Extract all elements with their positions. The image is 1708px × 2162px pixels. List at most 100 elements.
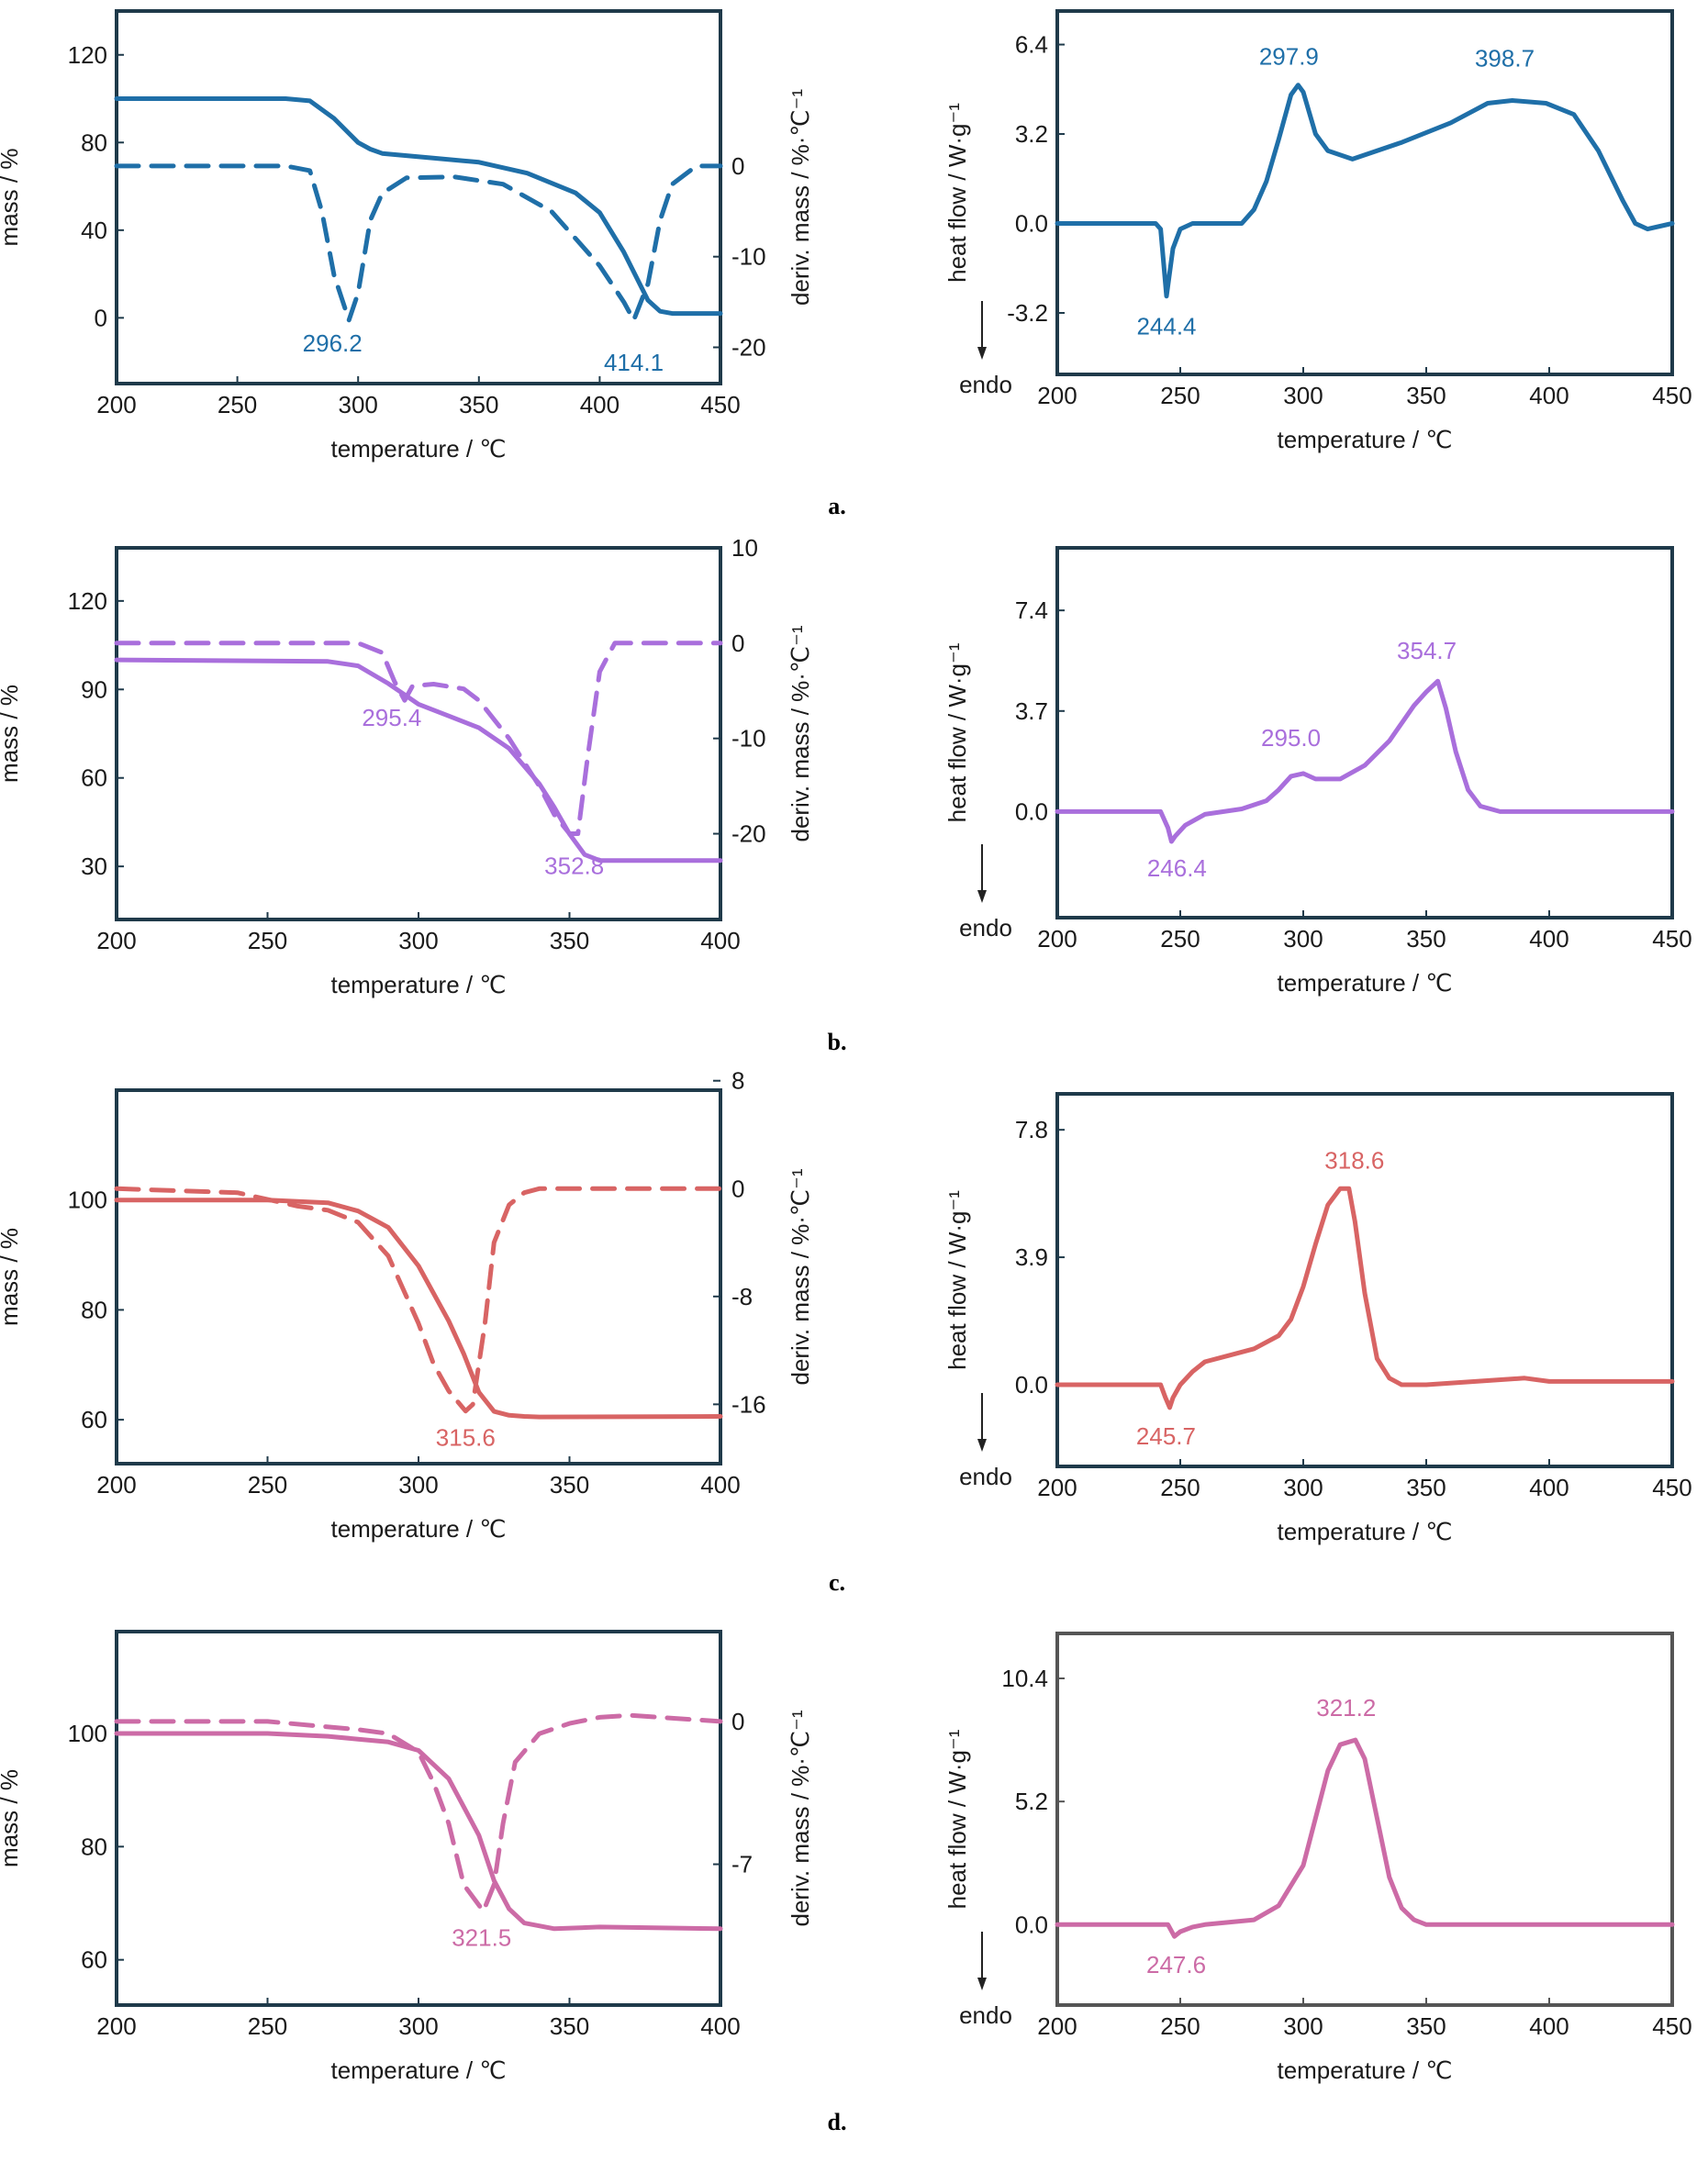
- panel-label: d.: [828, 2109, 847, 2135]
- plot-frame: [115, 1088, 722, 1465]
- y2-tick-label: 0: [731, 630, 744, 657]
- y-tick-label: 3.7: [1015, 697, 1048, 725]
- y-tick-label: 120: [68, 587, 107, 615]
- y-tick-label: 0.0: [1015, 210, 1048, 238]
- x-tick-label: 300: [339, 391, 378, 418]
- x-tick-label: 350: [1406, 382, 1446, 409]
- y-tick-label: 120: [68, 41, 107, 69]
- chart-c-dsc: 200 250 300 350 400 450 0.0 3.9 7.8 temperature /…: [943, 1092, 1692, 1545]
- peak-annotation: 315.6: [436, 1424, 496, 1452]
- x-tick-label: 350: [550, 1471, 589, 1499]
- plot-frame: [115, 9, 722, 385]
- endo-arrow-head: [977, 890, 987, 903]
- x-tick-label: 200: [1037, 2012, 1077, 2040]
- endo-label: endo: [959, 1463, 1012, 1490]
- x-tick-label: 450: [700, 391, 740, 418]
- peak-annotation: 244.4: [1136, 313, 1196, 340]
- y2-tick-label: -7: [731, 1851, 753, 1878]
- plot-frame: [1055, 9, 1674, 376]
- x-tick-label: 450: [1652, 2012, 1691, 2040]
- chart-a-tga: 200 250 300 350 400 450 0 40 80 120 -20 -10 0 tempera…: [0, 9, 814, 462]
- x-tick-label: 400: [1529, 1474, 1568, 1501]
- x-tick-label: 350: [550, 2012, 589, 2040]
- y2-tick-label: 10: [731, 534, 758, 562]
- x-tick-label: 350: [1406, 2012, 1446, 2040]
- x-axis-title: temperature / ℃: [1277, 969, 1452, 997]
- y-tick-label: -3.2: [1007, 299, 1048, 327]
- x-tick-label: 200: [96, 927, 136, 954]
- y-tick-label: 0: [95, 304, 107, 331]
- chart-c-tga: 200 250 300 350 400 60 80 100 -16 -8 0 8 temperature…: [0, 1067, 814, 1543]
- x-tick-label: 200: [96, 391, 136, 418]
- x-tick-label: 350: [1406, 925, 1446, 953]
- x-tick-label: 300: [1283, 1474, 1323, 1501]
- mass-curve: [114, 96, 723, 317]
- y-tick-label: 60: [81, 1406, 107, 1433]
- y-axis-title: heat flow / W·g⁻¹: [943, 103, 971, 283]
- plot-frame: [1055, 546, 1674, 919]
- y2-axis-title: deriv. mass / %·℃⁻¹: [787, 1168, 814, 1385]
- x-tick-label: 350: [1406, 1474, 1446, 1501]
- panel-label: b.: [828, 1029, 847, 1055]
- x-tick-label: 350: [550, 927, 589, 954]
- endo-label: endo: [959, 2001, 1012, 2029]
- x-axis-title: temperature / ℃: [1277, 2056, 1452, 2084]
- y-tick-label: 5.2: [1015, 1788, 1048, 1815]
- y-tick-label: 6.4: [1015, 31, 1048, 59]
- heat-flow-curve: [1055, 83, 1675, 299]
- x-axis-title: temperature / ℃: [330, 1515, 506, 1543]
- heat-flow-curve: [1055, 1737, 1675, 1939]
- panel-label: a.: [828, 493, 846, 519]
- deriv-mass-curve: [114, 1712, 723, 1914]
- y-axis-title: mass / %: [0, 149, 23, 247]
- y2-tick-label: -20: [731, 820, 766, 848]
- x-axis-title: temperature / ℃: [330, 435, 506, 462]
- y2-tick-label: 8: [731, 1067, 744, 1095]
- x-tick-label: 200: [96, 1471, 136, 1499]
- y-axis-title: heat flow / W·g⁻¹: [943, 1190, 971, 1370]
- y2-tick-label: 0: [731, 1175, 744, 1202]
- x-tick-label: 250: [248, 2012, 287, 2040]
- x-tick-label: 250: [1160, 925, 1200, 953]
- peak-annotation: 321.5: [452, 1924, 511, 1952]
- peak-annotation: 321.2: [1316, 1694, 1376, 1722]
- y2-axis-title: deriv. mass / %·℃⁻¹: [787, 89, 814, 306]
- y-tick-label: 80: [81, 1296, 107, 1323]
- x-tick-label: 250: [248, 927, 287, 954]
- y-tick-label: 7.8: [1015, 1116, 1048, 1143]
- x-axis-title: temperature / ℃: [1277, 426, 1452, 453]
- x-tick-label: 300: [1283, 2012, 1323, 2040]
- peak-annotation: 296.2: [303, 329, 363, 357]
- peak-annotation: 246.4: [1147, 854, 1207, 882]
- x-tick-label: 300: [398, 1471, 438, 1499]
- peak-annotation: 398.7: [1475, 45, 1535, 72]
- x-tick-label: 300: [398, 2012, 438, 2040]
- y-tick-label: 80: [81, 1833, 107, 1860]
- peak-annotation: 295.0: [1261, 724, 1321, 752]
- y2-tick-label: -10: [731, 725, 766, 752]
- y-tick-label: 100: [68, 1720, 107, 1747]
- endo-arrow-head: [977, 1978, 987, 1990]
- endo-arrow-head: [977, 1439, 987, 1452]
- y-axis-title: heat flow / W·g⁻¹: [943, 1729, 971, 1909]
- mass-curve: [114, 1198, 723, 1420]
- x-axis-title: temperature / ℃: [330, 2056, 506, 2084]
- x-tick-label: 400: [1529, 2012, 1568, 2040]
- x-tick-label: 200: [1037, 925, 1077, 953]
- x-tick-label: 450: [1652, 1474, 1691, 1501]
- chart-a-dsc: 200 250 300 350 400 450 -3.2 0.0 3.2 6.4 temperatu…: [943, 9, 1692, 453]
- x-tick-label: 300: [1283, 925, 1323, 953]
- panel-label: c.: [829, 1569, 845, 1596]
- chart-b-dsc: 200 250 300 350 400 450 0.0 3.7 7.4 temperature /…: [943, 546, 1692, 997]
- x-tick-label: 400: [580, 391, 620, 418]
- x-tick-label: 200: [96, 2012, 136, 2040]
- y2-tick-label: -8: [731, 1283, 753, 1310]
- deriv-mass-curve: [114, 1186, 723, 1414]
- x-tick-label: 350: [459, 391, 498, 418]
- y-tick-label: 30: [81, 853, 107, 880]
- x-tick-label: 400: [700, 927, 740, 954]
- y-tick-label: 60: [81, 1946, 107, 1974]
- y-tick-label: 0.0: [1015, 1371, 1048, 1399]
- peak-annotation: 245.7: [1136, 1422, 1196, 1450]
- peak-annotation: 297.9: [1259, 43, 1319, 71]
